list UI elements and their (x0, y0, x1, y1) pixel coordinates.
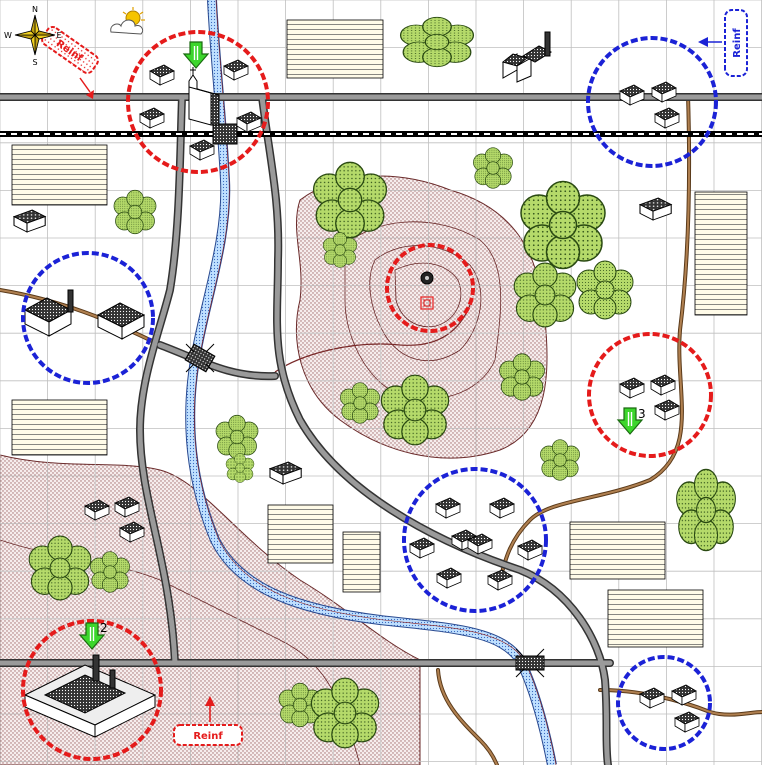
fields (11, 19, 748, 648)
friendly-zone (21, 619, 163, 761)
enemy-zone (21, 251, 155, 385)
field (267, 504, 334, 564)
bridge-icon (515, 648, 545, 678)
church-icon (188, 67, 220, 126)
enemy-zone (402, 467, 548, 613)
railway (0, 131, 762, 137)
river (185, 0, 557, 765)
field (694, 191, 748, 316)
enemy-zone (616, 655, 712, 751)
compass-s: S (32, 58, 37, 67)
zones (21, 30, 718, 761)
objective-label-3: 3 (638, 407, 646, 421)
field (607, 589, 704, 648)
factory-icon (23, 289, 74, 337)
compass-rose-icon: N S E W (4, 5, 61, 67)
friendly-zone (126, 30, 270, 174)
field (286, 19, 384, 79)
field (11, 144, 108, 206)
factory-icon (23, 654, 157, 738)
field (569, 521, 666, 580)
reinforcement-north-east: Reinf (724, 9, 748, 77)
compass-n: N (32, 5, 38, 14)
field (11, 399, 108, 456)
enemy-zone (586, 36, 718, 168)
compass-w: W (4, 31, 12, 40)
field (342, 531, 381, 593)
reinf-label: Reinf (732, 28, 743, 58)
objective-label-2: 2 (100, 621, 108, 635)
summit-icon (420, 271, 434, 310)
bridge-icon (212, 123, 238, 145)
friendly-zone (587, 332, 713, 458)
reinf-label: Reinf (193, 731, 223, 742)
friendly-zone (385, 243, 475, 333)
factory-icon (96, 302, 146, 340)
bridge-icon (184, 343, 216, 373)
factory-icon (501, 31, 553, 83)
weather-sun-cloud-icon (110, 7, 145, 35)
reinforcement-south: Reinf (173, 724, 243, 746)
compass-e: E (56, 31, 61, 40)
